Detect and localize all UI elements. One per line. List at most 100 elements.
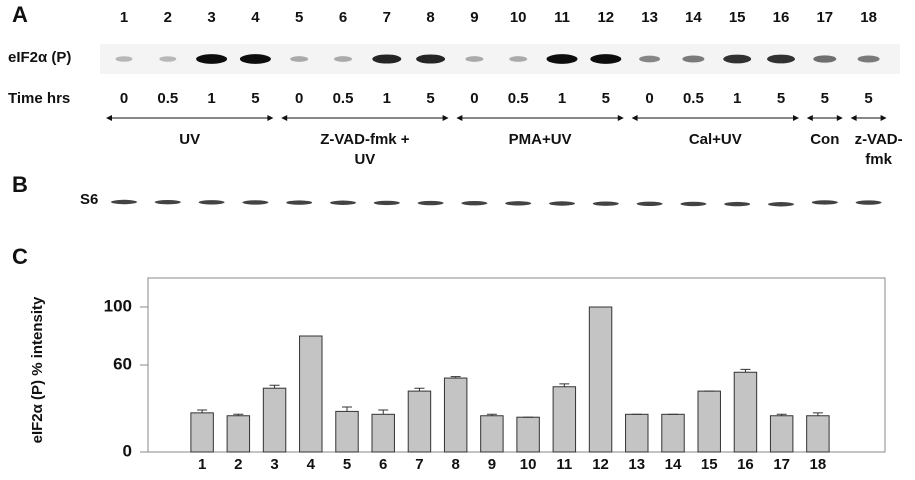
x-tick-label: 8 [451,456,459,473]
x-tick-label: 7 [415,456,423,473]
x-tick-label: 5 [343,456,351,473]
lane-number: 13 [641,9,658,26]
lane-number: 10 [510,9,527,26]
blot-band [590,54,621,64]
panel-letter: A [12,2,28,27]
bar [227,416,249,452]
bar [626,414,648,452]
bar [807,416,829,452]
bar [734,372,756,452]
x-tick-label: 1 [198,456,206,473]
blot-band [682,56,704,63]
y-tick-label: 60 [113,354,132,373]
x-tick-label: 4 [307,456,316,473]
x-tick-label: 6 [379,456,387,473]
time-value: 5 [426,90,434,107]
s6-band [242,200,268,204]
blot-band [240,54,271,64]
s6-band [505,201,531,205]
bar [589,307,611,452]
figure: A eIF2α (P) Time hrs B S6 C eIF2α (P) % … [0,0,915,480]
bar [444,378,466,452]
blot-band [159,56,176,62]
blot-band [290,56,308,62]
bar [263,388,285,452]
time-value: 1 [558,90,566,107]
s6-band [680,202,706,206]
s6-band [724,202,750,206]
blot-band [416,54,445,63]
time-value: 0.5 [508,90,529,107]
x-tick-label: 14 [665,456,682,473]
x-tick-label: 11 [556,456,572,473]
blot-band [196,54,227,64]
panel-letter: B [12,172,28,197]
group-label: Z-VAD-fmk + [320,131,410,148]
lane-number: 4 [251,9,260,26]
time-value: 5 [864,90,872,107]
s6-band [812,200,838,204]
bar [191,413,213,452]
bar [481,416,503,452]
s6-band [461,201,487,205]
s6-band [374,201,400,205]
bar [698,391,720,452]
time-value: 5 [821,90,829,107]
bar [372,414,394,452]
error-bar [342,407,352,411]
blot-band [509,56,527,62]
s6-band [418,201,444,205]
row-label: S6 [80,191,98,208]
bar [770,416,792,452]
blot-band [767,55,795,64]
blot-band [116,56,133,62]
row-label: eIF2α (P) [8,49,71,66]
lane-number: 18 [860,9,877,26]
lane-number: 5 [295,9,303,26]
group-label: z-VAD- [855,131,903,148]
y-tick-label: 100 [104,296,132,315]
lane-number: 8 [426,9,434,26]
s6-band [637,202,663,206]
x-tick-label: 17 [773,456,790,473]
lane-number: 7 [383,9,391,26]
s6-band [768,202,794,206]
x-tick-label: 16 [737,456,754,473]
group-label: PMA+UV [509,131,572,148]
lane-number: 11 [554,9,570,26]
blot-band [465,56,483,62]
s6-band [856,200,882,204]
lane-number: 1 [120,9,128,26]
y-tick-label: 0 [123,441,132,460]
x-tick-label: 3 [270,456,278,473]
blot-band [858,56,880,63]
time-label: Time hrs [8,90,70,107]
group-label: fmk [865,151,892,168]
bar [517,417,539,452]
group-label: Con [810,131,839,148]
s6-band [593,201,619,205]
time-value: 5 [251,90,259,107]
time-value: 1 [207,90,215,107]
time-value: 0 [295,90,303,107]
s6-band [549,201,575,205]
lane-number: 9 [470,9,478,26]
bar [408,391,430,452]
blot-band [723,55,751,64]
bar [300,336,322,452]
blot-band [547,54,578,64]
time-value: 1 [383,90,391,107]
s6-band [199,200,225,204]
time-value: 5 [602,90,610,107]
x-tick-label: 18 [810,456,827,473]
lane-number: 3 [207,9,215,26]
lane-number: 15 [729,9,746,26]
blot-band [813,55,836,62]
x-tick-label: 9 [488,456,496,473]
x-tick-label: 10 [520,456,537,473]
lane-number: 16 [773,9,790,26]
time-value: 0.5 [333,90,354,107]
lane-number: 6 [339,9,347,26]
time-value: 0 [645,90,653,107]
s6-band [155,200,181,204]
